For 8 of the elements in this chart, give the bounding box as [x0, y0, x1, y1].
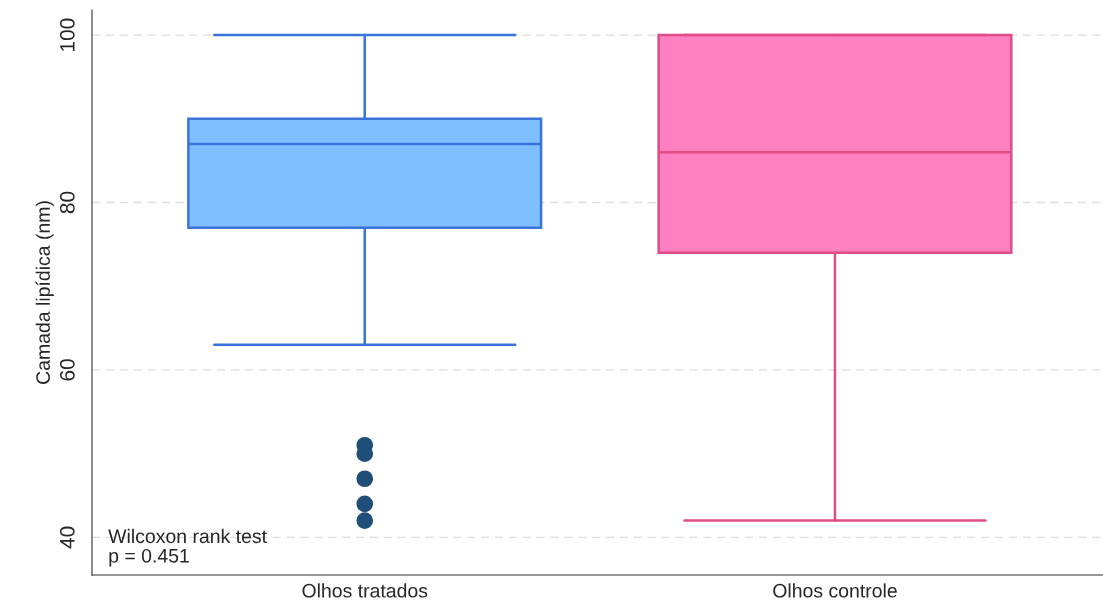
x-tick-label: Olhos controle	[773, 583, 897, 598]
x-tick-label: Olhos tratados	[302, 583, 428, 598]
y-tick-label: 80	[59, 191, 75, 214]
annotation: Wilcoxon rank test p = 0.451	[108, 528, 267, 567]
y-tick-label: 40	[59, 526, 75, 549]
y-tick-label: 100	[59, 18, 75, 51]
y-axis-title: Camada lipídica (nm)	[35, 201, 54, 384]
y-tick-label: 60	[59, 359, 75, 381]
